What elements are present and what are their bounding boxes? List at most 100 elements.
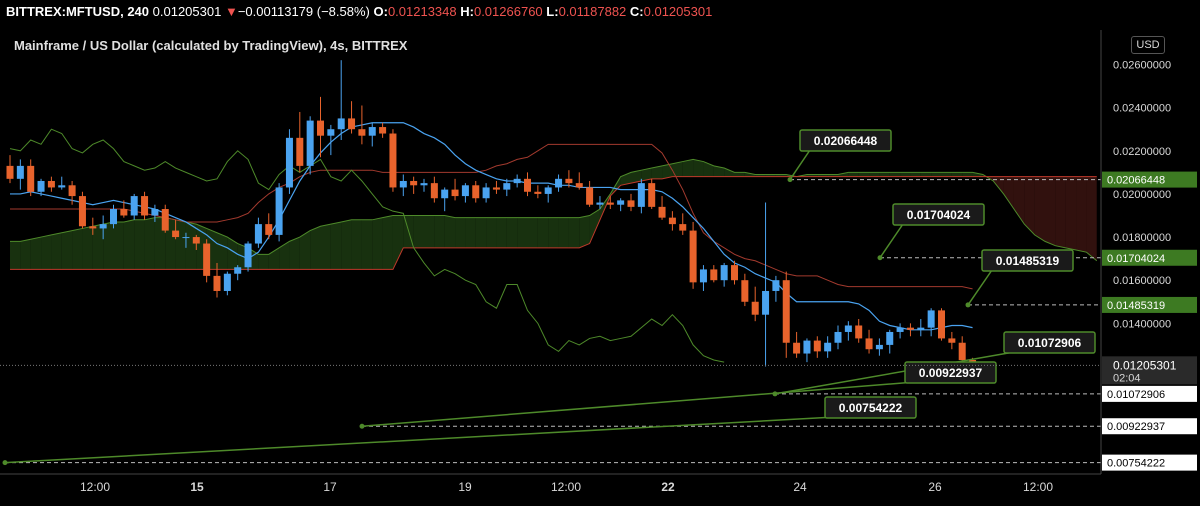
cloud-segment [806,174,818,177]
time-tick-label: 12:00 [80,480,110,494]
candle [379,122,387,138]
candle [389,129,397,192]
cloud-segment [568,217,580,248]
candle [596,196,604,210]
cloud-segment [82,226,93,270]
candle-body [824,342,832,352]
price-level: 0.02066448 [787,129,1101,183]
low-value: 0.01187882 [558,4,627,19]
candle [648,178,656,210]
cloud-segment [424,215,435,248]
axis-level-tag: 0.00922937 [1102,418,1197,435]
candle-body [948,338,956,343]
candle [679,213,687,235]
candle-body [917,327,925,330]
candle [886,329,894,354]
candle [337,60,345,140]
currency-button[interactable]: USD [1131,36,1165,54]
cloud-segment [51,232,62,270]
low-label: L: [546,4,559,19]
ichimoku-cloud [10,159,1097,270]
cloud-segment [527,217,538,248]
candle-body [99,224,107,229]
cloud-segment [1045,176,1056,246]
price-level: 0.00922937 [359,361,1101,429]
price-change: −0.00113179 (−8.58%) [237,4,370,19]
candle [151,204,159,222]
candle-body [575,183,583,188]
candle [875,338,883,356]
cloud-segment [310,226,321,270]
candle-body [596,202,604,205]
cloud-segment [817,174,828,177]
cloud-segment [548,217,559,248]
cloud-segment [889,172,901,177]
cloud-segment [972,172,983,177]
price-tick-label: 0.01600000 [1113,275,1171,287]
candle [575,172,583,190]
candle-body [89,226,97,229]
cloud-segment [1086,176,1097,261]
candle-body [141,196,149,216]
candle-body [172,230,180,238]
cloud-segment [631,170,642,184]
candle-body [275,187,283,235]
callout-pointer [774,351,1015,395]
axis-level-tag: 0.01485319 [1102,296,1197,313]
candle-body [772,280,780,291]
candle [37,178,45,197]
cloud-segment [320,224,331,270]
candle [906,323,914,337]
candle-body [927,310,935,328]
candle [606,196,614,210]
candle-body [110,209,117,225]
cloud-segment [289,237,300,270]
candle [213,262,221,298]
cloud-segment [113,221,124,270]
cloud-segment [558,217,569,248]
candle [513,174,521,188]
cloud-segment [517,217,528,248]
price-axis: 0.02066448 0.01704024 0.01485319 0.01072906… [0,30,1197,474]
cloud-segment [392,215,404,270]
candle-body [317,120,324,136]
cloud-segment [123,219,135,270]
candle-body [793,342,801,354]
axis-tag-label: 0.00754222 [1107,458,1165,470]
price-level: 0.01704024 [877,203,1101,261]
axis-tag-bg [1102,385,1197,402]
candle [47,176,55,192]
candle [668,211,676,231]
cloud-segment [351,219,362,270]
cloud-segment [962,172,973,177]
cloud-segment [185,221,197,270]
callout-box [981,249,1074,272]
candles [6,60,977,367]
candle-body [327,129,335,136]
cloud-segment [361,219,373,270]
span-b-line [10,176,1097,270]
axis-tag-label: 0.01704024 [1107,253,1165,265]
cloud-segment [144,217,155,270]
candle [555,174,563,192]
candle [130,193,138,220]
candle [958,336,966,365]
cloud-segment [1065,176,1077,250]
candle-body [161,209,169,231]
countdown-label: 02:04 [1113,372,1141,384]
callout-pointer [967,269,993,306]
callout-dot [787,177,793,183]
cloud-segment [920,172,932,177]
candle-body [886,331,894,345]
cloud-segment [227,237,238,270]
candle-body [306,120,314,166]
cloud-segment [434,215,445,248]
candle [203,239,211,283]
candle [524,172,531,197]
callout-dot [877,255,883,261]
candle-body [741,280,749,302]
price-tick-label: 0.02400000 [1113,103,1171,115]
candle [451,178,459,201]
candle-body [482,187,490,199]
